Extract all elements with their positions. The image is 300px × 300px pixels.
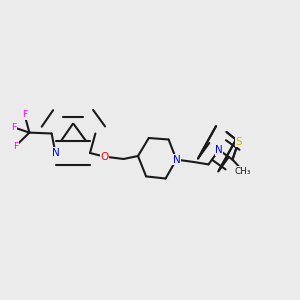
Text: N: N (215, 145, 223, 155)
Text: F: F (22, 110, 27, 119)
Text: F: F (13, 142, 18, 151)
Text: N: N (172, 154, 180, 165)
Text: O: O (100, 152, 109, 162)
Text: S: S (235, 136, 242, 147)
Text: CH₃: CH₃ (235, 167, 251, 176)
Text: N: N (52, 148, 59, 158)
Text: F: F (11, 123, 17, 132)
